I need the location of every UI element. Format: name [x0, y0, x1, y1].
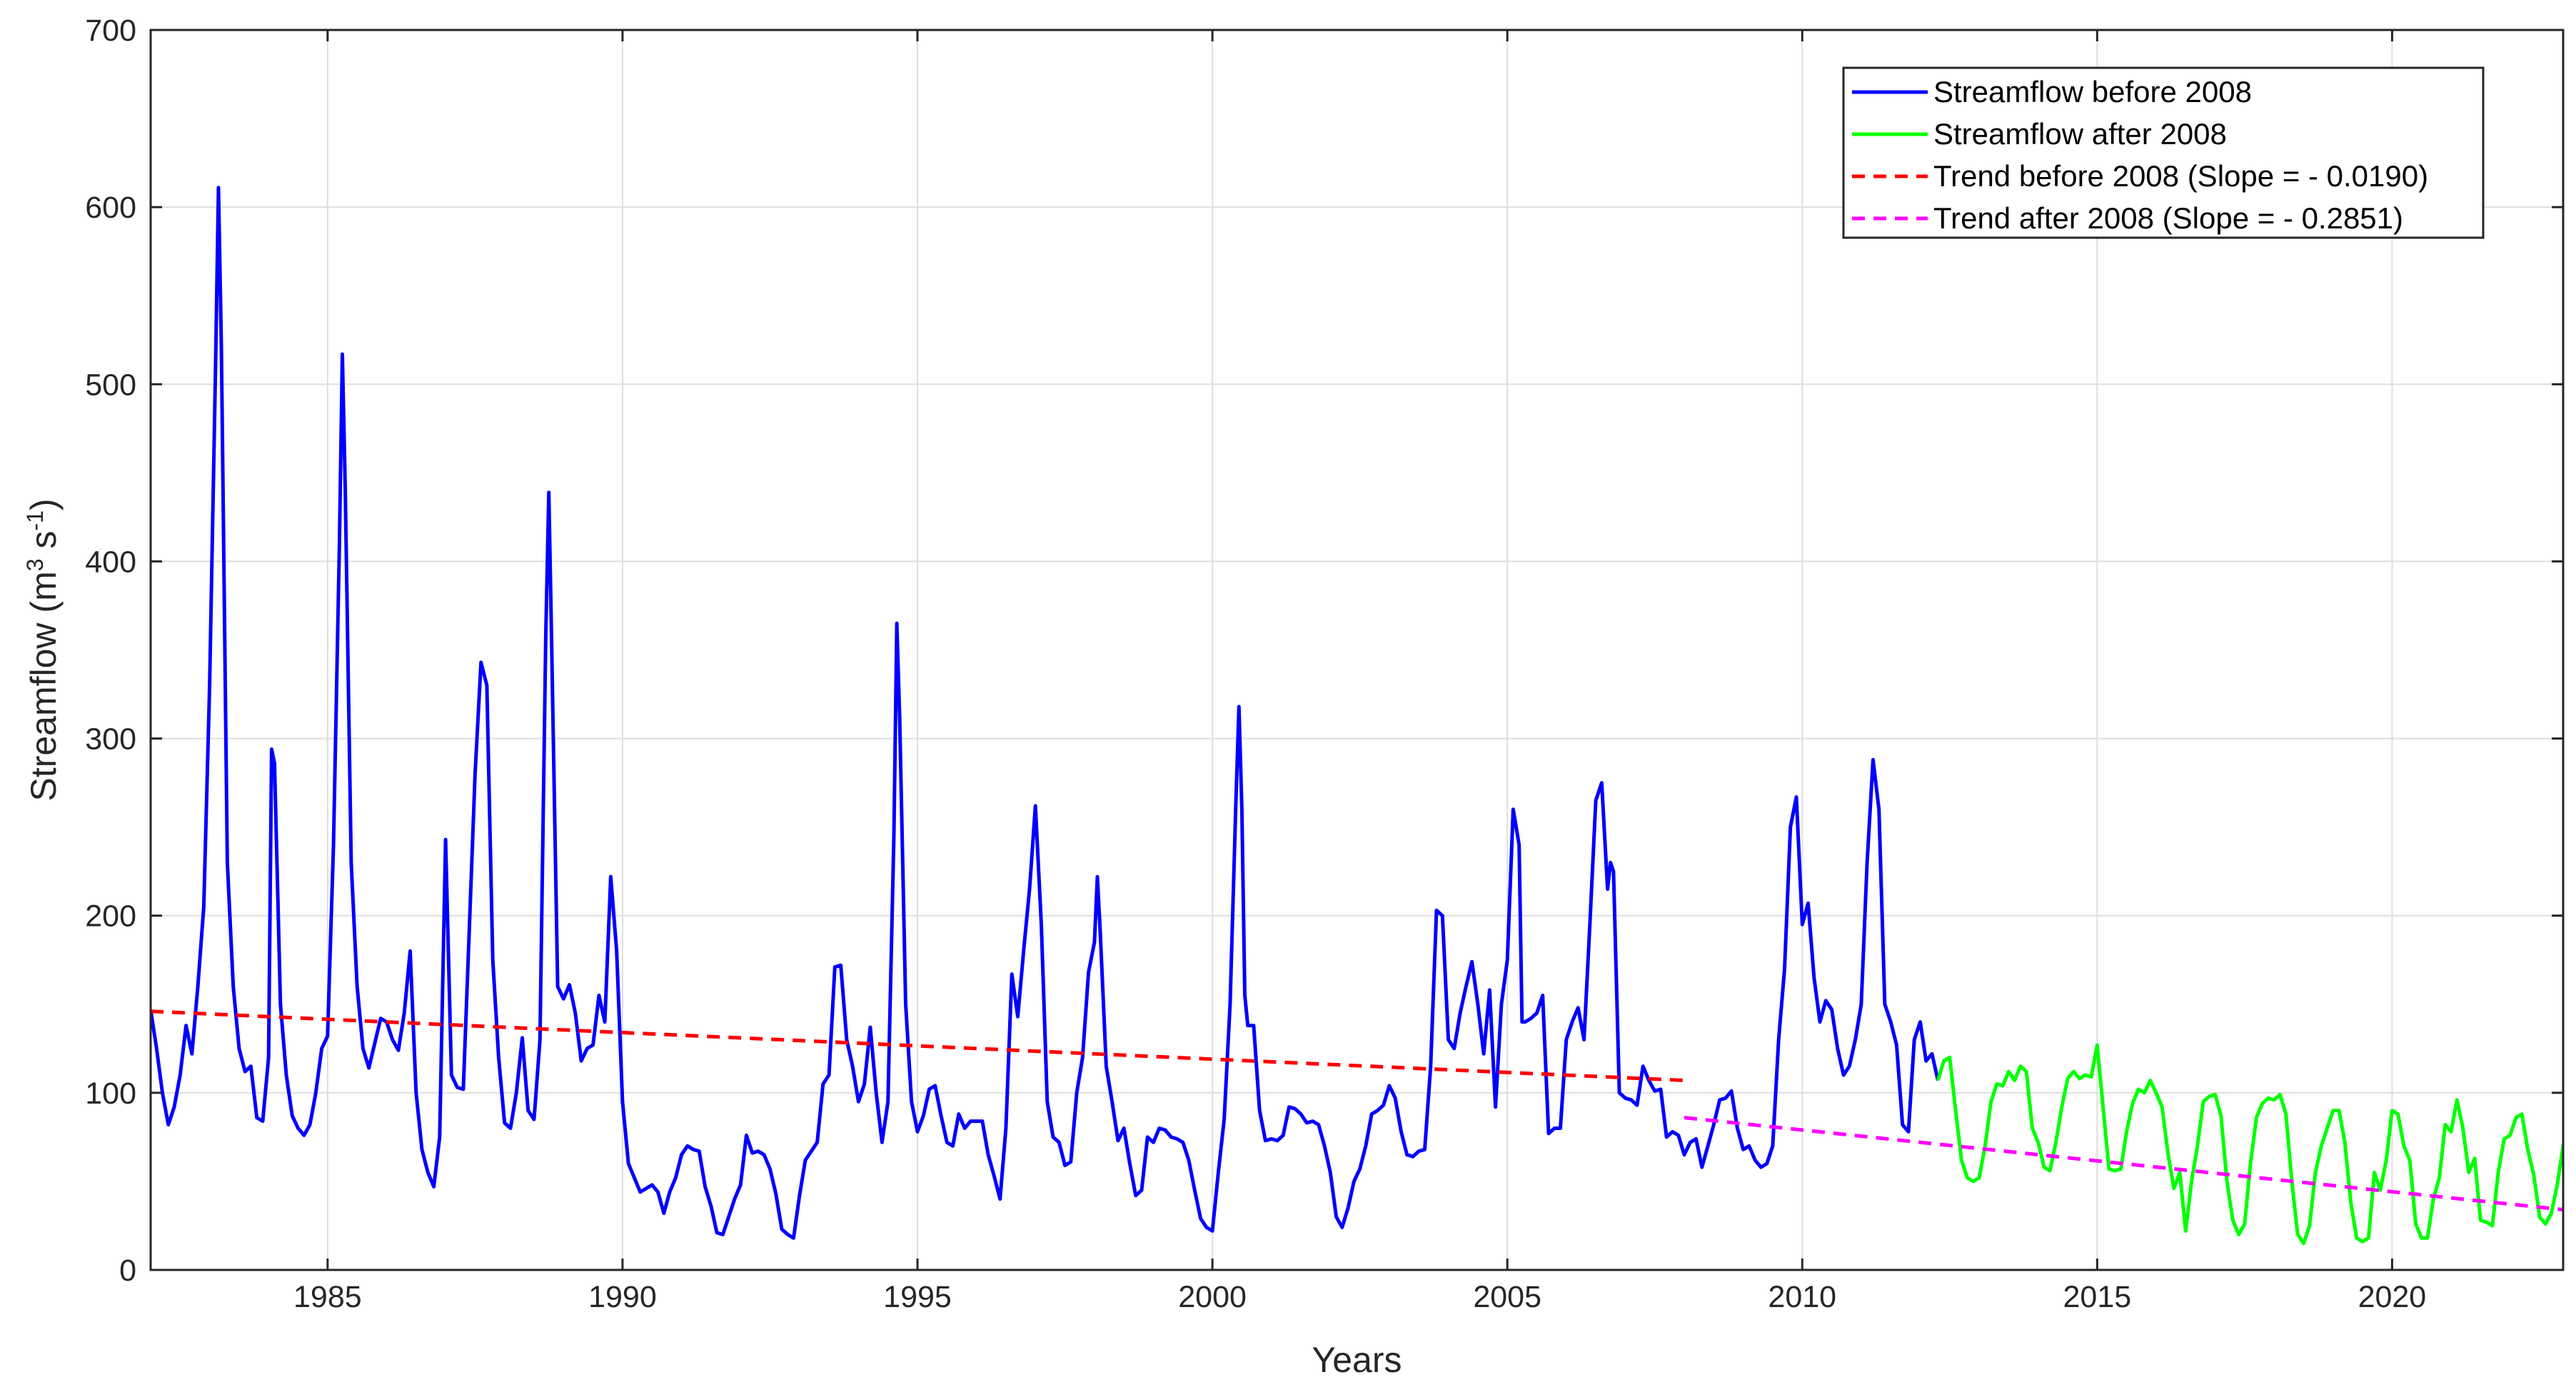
legend-label: Streamflow before 2008 [1933, 75, 2252, 109]
y-tick-label: 200 [85, 899, 136, 934]
y-axis-label-end: ) [24, 498, 64, 510]
x-tick-label: 2015 [2063, 1280, 2131, 1314]
y-axis-label-mid: s [24, 531, 64, 559]
y-axis-label-sup1: 3 [22, 558, 48, 571]
y-tick-label: 300 [85, 722, 136, 757]
x-tick-label: 1985 [293, 1280, 362, 1314]
y-axis-label: Streamflow (m3 s-1) [22, 498, 64, 801]
y-tick-label: 0 [119, 1254, 136, 1288]
trend-line-after-2008 [1684, 1116, 2563, 1212]
legend-label: Trend after 2008 (Slope = - 0.2851) [1933, 201, 2403, 235]
x-axis-label: Years [1312, 1340, 1402, 1380]
y-tick-label: 700 [85, 14, 136, 48]
y-tick-label: 100 [85, 1076, 136, 1111]
legend-label: Trend before 2008 (Slope = - 0.0190) [1933, 159, 2428, 193]
x-tick-label: 1990 [588, 1280, 657, 1314]
legend: Streamflow before 2008 Streamflow after 2… [1842, 66, 2485, 239]
x-tick-label: 1995 [883, 1280, 952, 1314]
y-tick-label: 400 [85, 545, 136, 579]
plot-series [151, 186, 2563, 1246]
axes-box [149, 29, 2565, 1271]
x-tick-label: 2005 [1473, 1280, 1541, 1314]
y-tick-label: 500 [85, 368, 136, 402]
x-tick-label: 2020 [2358, 1280, 2427, 1314]
legend-box [1842, 66, 2485, 239]
x-tick-label: 2010 [1768, 1280, 1836, 1314]
series-line-before-2008 [151, 186, 1940, 1240]
series-line-after-2008 [1936, 1043, 2563, 1246]
y-tick-label: 600 [85, 191, 136, 225]
axis-ticks: 1985 1990 1995 2000 2005 2010 2015 2020 0 100 200 3… [85, 14, 2563, 1314]
legend-label: Streamflow after 2008 [1933, 117, 2227, 151]
y-axis-label-sup2: -1 [22, 510, 48, 530]
x-tick-label: 2000 [1178, 1280, 1247, 1314]
y-axis-label-main: Streamflow (m [24, 571, 64, 801]
